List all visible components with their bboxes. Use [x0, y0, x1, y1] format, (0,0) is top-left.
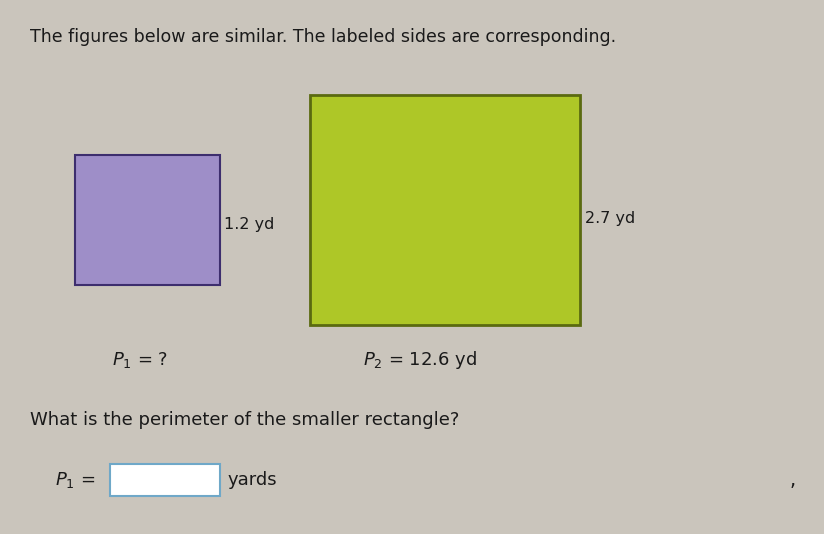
Text: $P_2$ = 12.6 yd: $P_2$ = 12.6 yd: [363, 349, 477, 371]
Text: What is the perimeter of the smaller rectangle?: What is the perimeter of the smaller rec…: [30, 411, 459, 429]
Text: 2.7 yd: 2.7 yd: [585, 210, 635, 225]
Bar: [310, 95, 580, 325]
Text: ,: ,: [790, 470, 796, 490]
Text: $P_1$ = ?: $P_1$ = ?: [112, 350, 168, 370]
Bar: [75, 155, 220, 285]
Text: The figures below are similar. The labeled sides are corresponding.: The figures below are similar. The label…: [30, 28, 616, 46]
Bar: [110, 464, 220, 496]
Text: 1.2 yd: 1.2 yd: [224, 217, 274, 232]
Text: $P_1$ =: $P_1$ =: [55, 470, 96, 490]
Text: yards: yards: [228, 471, 278, 489]
